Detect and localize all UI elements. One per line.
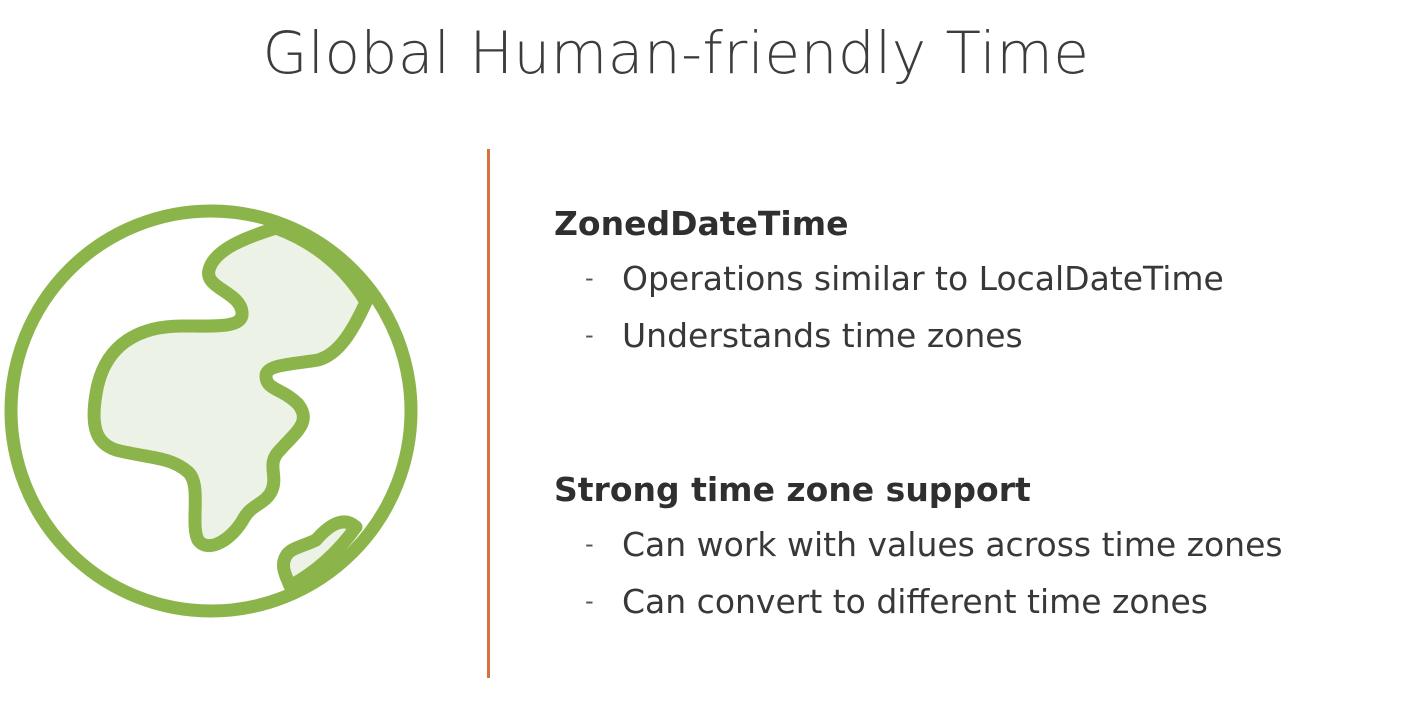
bullet-text: Can work with values across time zones [622, 525, 1283, 564]
bullet-list: - Can work with values across time zones… [554, 516, 1412, 630]
section-time-zone-support: Strong time zone support - Can work with… [554, 464, 1412, 630]
section-zoneddatetime: ZonedDateTime - Operations similar to Lo… [554, 198, 1412, 364]
globe-continent-small [277, 515, 363, 593]
bullet-text: Can convert to different time zones [622, 582, 1208, 621]
section-heading: Strong time zone support [554, 470, 1031, 509]
globe-icon [4, 204, 418, 618]
bullet-item: - Understands time zones [554, 307, 1412, 364]
bullet-marker: - [585, 264, 594, 292]
bullet-list: - Operations similar to LocalDateTime - … [554, 250, 1412, 364]
bullet-item: - Can work with values across time zones [554, 516, 1412, 573]
globe-continent-large [87, 221, 373, 552]
slide-title: Global Human-friendly Time [262, 19, 1090, 87]
bullet-item: - Operations similar to LocalDateTime [554, 250, 1412, 307]
bullet-marker: - [585, 587, 594, 615]
globe-outline [4, 204, 418, 618]
vertical-divider [487, 149, 490, 678]
bullet-item: - Can convert to different time zones [554, 573, 1412, 630]
bullet-text: Operations similar to LocalDateTime [622, 259, 1224, 298]
section-heading: ZonedDateTime [554, 204, 849, 243]
bullet-marker: - [585, 321, 594, 349]
bullet-marker: - [585, 530, 594, 558]
bullet-text: Understands time zones [622, 316, 1023, 355]
